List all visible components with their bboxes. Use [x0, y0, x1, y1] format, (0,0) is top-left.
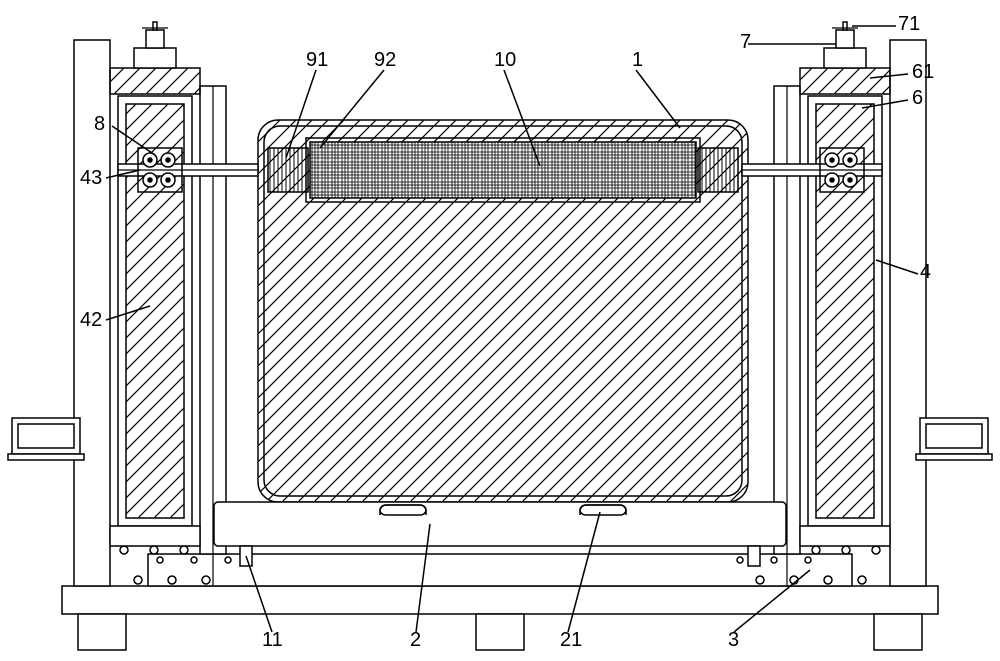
- label-l43: 43: [80, 167, 102, 189]
- label-l91: 91: [306, 49, 328, 71]
- label-l6: 6: [912, 87, 923, 109]
- collar-right: [698, 148, 738, 192]
- right-frame: [890, 40, 926, 586]
- label-l1: 1: [632, 49, 643, 71]
- textured-sleeve: [310, 142, 696, 198]
- label-l7: 7: [740, 31, 751, 53]
- label-l92: 92: [374, 49, 396, 71]
- knob-left: [146, 30, 164, 48]
- foot-2: [874, 614, 922, 650]
- track-plate: [148, 554, 852, 586]
- label-l61: 61: [912, 61, 934, 83]
- carriage: [214, 502, 786, 546]
- top-plate-right: [800, 68, 890, 94]
- top-plate-left: [110, 68, 200, 94]
- label-l21: 21: [560, 629, 582, 651]
- label-l10: 10: [494, 49, 516, 71]
- foot-1: [476, 614, 524, 650]
- label-l11: 11: [262, 629, 283, 651]
- label-l71: 71: [898, 13, 920, 35]
- base-plate: [62, 586, 938, 614]
- label-l3: 3: [728, 629, 739, 651]
- label-l42: 42: [80, 309, 102, 331]
- label-l2: 2: [410, 629, 421, 651]
- label-l4: 4: [920, 261, 931, 283]
- knob-right: [836, 30, 854, 48]
- label-l8: 8: [94, 113, 105, 135]
- foot-0: [78, 614, 126, 650]
- collar-left: [268, 148, 308, 192]
